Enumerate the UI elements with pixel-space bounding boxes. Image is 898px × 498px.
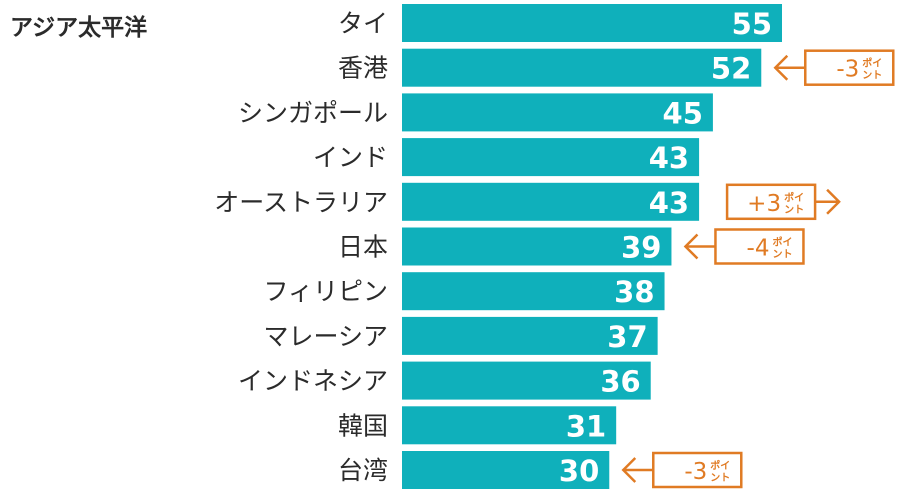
change-number: -3 xyxy=(684,459,707,485)
change-box xyxy=(714,228,805,265)
value-label: 30 xyxy=(559,454,599,488)
change-unit-top: ポイ xyxy=(710,459,730,472)
category-label: フィリピン xyxy=(263,277,388,306)
bar xyxy=(402,4,782,42)
change-unit-top: ポイ xyxy=(862,57,882,70)
category-label: シンガポール xyxy=(238,98,388,127)
category-label: 日本 xyxy=(338,233,388,262)
change-unit-bottom: ント xyxy=(710,472,730,484)
bar xyxy=(402,48,762,87)
bar xyxy=(402,227,672,266)
bar xyxy=(402,316,658,355)
category-label: タイ xyxy=(338,9,388,38)
value-label: 36 xyxy=(600,365,640,399)
value-label: 37 xyxy=(607,320,647,354)
change-box xyxy=(725,183,817,221)
change-unit-top: ポイ xyxy=(784,191,804,204)
category-label: マレーシア xyxy=(263,322,388,351)
change-number: -3 xyxy=(836,57,859,83)
arrow-right-icon xyxy=(826,188,841,215)
region-title: アジア太平洋 xyxy=(10,15,148,41)
value-label: 38 xyxy=(614,275,654,309)
value-label: 45 xyxy=(663,96,703,130)
category-label: 韓国 xyxy=(338,411,388,440)
category-label: インドネシア xyxy=(238,367,388,396)
change-number: +3 xyxy=(747,191,781,217)
bar xyxy=(402,93,713,132)
value-label: 39 xyxy=(621,231,661,265)
bar xyxy=(402,406,617,445)
category-label: オーストラリア xyxy=(214,188,388,217)
change-box xyxy=(652,451,743,489)
change-unit-bottom: ント xyxy=(772,249,792,261)
change-unit-bottom: ント xyxy=(862,70,882,82)
bar xyxy=(402,451,610,489)
change-unit-top: ポイ xyxy=(772,236,792,249)
change-unit-bottom: ント xyxy=(784,204,804,216)
bar xyxy=(402,182,700,221)
category-label: インド xyxy=(313,143,388,172)
bar xyxy=(402,361,651,400)
change-number: -4 xyxy=(747,236,770,262)
value-label: 55 xyxy=(732,7,772,41)
bar xyxy=(402,272,665,311)
category-label: 香港 xyxy=(338,54,388,83)
value-label: 43 xyxy=(649,141,689,175)
category-label: 台湾 xyxy=(338,456,388,485)
value-label: 52 xyxy=(711,52,751,86)
value-label: 43 xyxy=(649,186,689,220)
bar xyxy=(402,138,700,177)
change-box xyxy=(804,49,895,86)
value-label: 31 xyxy=(566,409,606,443)
